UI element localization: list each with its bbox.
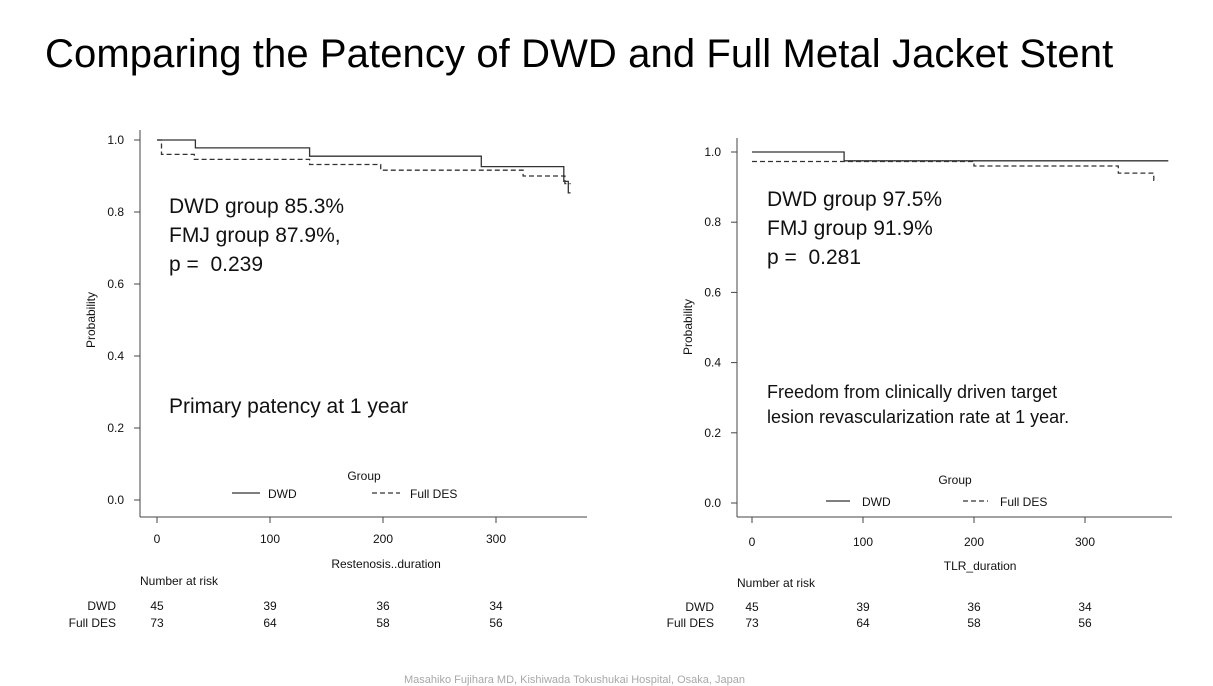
y-tick-label: 0.8 (704, 215, 721, 229)
x-tick-label: 200 (373, 532, 393, 546)
x-tick-label: 200 (964, 535, 984, 549)
y-tick-label: 0.2 (704, 426, 721, 440)
risk-row-label: DWD (685, 600, 714, 614)
annotation-text: lesion revascularization rate at 1 year. (767, 407, 1069, 427)
y-tick-label: 0.8 (107, 205, 124, 219)
x-tick-label: 300 (486, 532, 506, 546)
risk-value: 45 (150, 599, 164, 613)
annotation-text: Freedom from clinically driven target (767, 382, 1057, 402)
km-chart-primary-patency: 0.0 0.2 0.4 0.6 0.8 1.0 0 100 200 300 Restenosis..… (69, 130, 587, 630)
x-axis-label: TLR_duration (944, 559, 1017, 573)
y-axis-label: Probability (84, 292, 98, 348)
risk-value: 39 (856, 600, 870, 614)
risk-row-label: DWD (87, 599, 116, 613)
risk-value: 56 (1078, 616, 1092, 630)
y-tick-label: 0.6 (107, 277, 124, 291)
x-tick-label: 100 (853, 535, 873, 549)
risk-value: 73 (150, 616, 164, 630)
legend-label: DWD (268, 487, 297, 501)
y-tick-label: 0.0 (704, 496, 721, 510)
y-tick-label: 0.4 (107, 349, 124, 363)
x-tick-label: 0 (154, 532, 161, 546)
risk-value: 64 (263, 616, 277, 630)
km-curve-full-des (752, 160, 1158, 182)
y-tick-label: 0.2 (107, 421, 124, 435)
annotation-text: Primary patency at 1 year (169, 395, 408, 418)
x-tick-label: 300 (1075, 535, 1095, 549)
risk-value: 58 (967, 616, 981, 630)
annotation-text: p = 0.281 (767, 246, 861, 269)
y-axis-label: Probability (681, 299, 695, 355)
y-tick-label: 1.0 (107, 133, 124, 147)
x-axis-label: Restenosis..duration (331, 557, 440, 571)
risk-value: 34 (489, 599, 503, 613)
slide-footer: Masahiko Fujihara MD, Kishiwada Tokushuk… (404, 674, 745, 686)
km-curve-dwd (157, 139, 571, 194)
risk-value: 73 (745, 616, 759, 630)
km-curve-full-des (157, 139, 571, 185)
annotation-text: p = 0.239 (169, 253, 263, 276)
risk-table-title: Number at risk (737, 576, 816, 590)
legend-title: Group (938, 473, 972, 487)
risk-value: 36 (376, 599, 390, 613)
risk-table-title: Number at risk (140, 574, 219, 588)
km-chart-tlr: 0.0 0.2 0.4 0.6 0.8 1.0 0 100 200 300 TLR_duration… (667, 138, 1172, 630)
y-tick-label: 0.6 (704, 285, 721, 299)
x-tick-label: 0 (749, 535, 756, 549)
risk-value: 56 (489, 616, 503, 630)
x-tick-label: 100 (260, 532, 280, 546)
legend-label: Full DES (1000, 495, 1047, 509)
legend-title: Group (347, 469, 381, 483)
annotation-text: FMJ group 87.9%, (169, 224, 341, 247)
risk-value: 58 (376, 616, 390, 630)
risk-row-label: Full DES (667, 616, 714, 630)
risk-value: 45 (745, 600, 759, 614)
risk-value: 34 (1078, 600, 1092, 614)
annotation-text: FMJ group 91.9% (767, 217, 933, 240)
slide-title: Comparing the Patency of DWD and Full Me… (45, 32, 1114, 76)
annotation-text: DWD group 97.5% (767, 188, 942, 211)
y-tick-label: 0.0 (107, 493, 124, 507)
y-tick-label: 1.0 (704, 145, 721, 159)
risk-value: 36 (967, 600, 981, 614)
risk-value: 64 (856, 616, 870, 630)
y-tick-label: 0.4 (704, 356, 721, 370)
risk-row-label: Full DES (69, 616, 116, 630)
annotation-text: DWD group 85.3% (169, 195, 344, 218)
legend-label: Full DES (410, 487, 457, 501)
km-curve-dwd (752, 151, 1169, 162)
legend-label: DWD (862, 495, 891, 509)
risk-value: 39 (263, 599, 277, 613)
